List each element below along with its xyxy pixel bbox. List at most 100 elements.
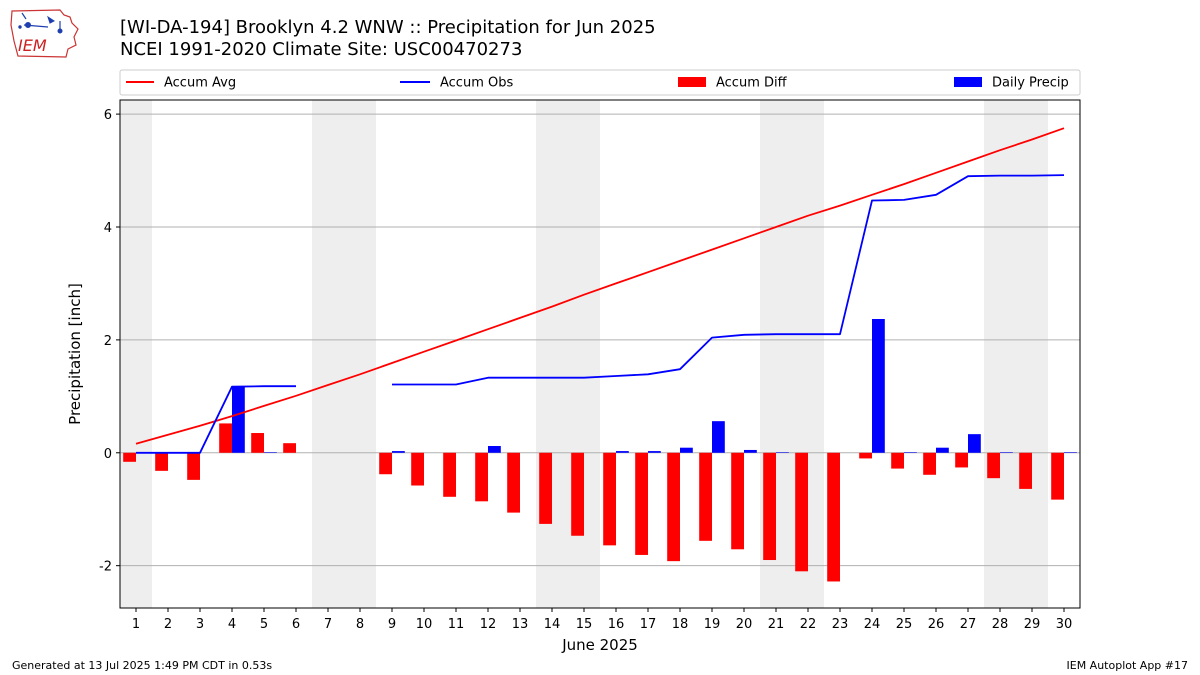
- accum-diff-bar: [987, 452, 1000, 479]
- legend: Accum Avg Accum Obs Accum Diff Daily Pre…: [119, 69, 1081, 96]
- daily-precip-bar: [488, 446, 501, 453]
- x-tick-label: 18: [672, 617, 689, 632]
- y-tick-label: 0: [104, 447, 112, 462]
- accum-diff-bar: [155, 452, 168, 471]
- legend-box: [119, 69, 1081, 96]
- x-tick-label: 4: [228, 617, 236, 632]
- daily-precip-bar: [616, 451, 629, 453]
- app-credit: IEM Autoplot App #17: [1066, 659, 1189, 672]
- weekend-shade: [312, 100, 344, 608]
- daily-precip-bar: [968, 434, 981, 453]
- x-tick-label: 23: [832, 617, 849, 632]
- x-tick-label: 14: [544, 617, 561, 632]
- legend-swatch-daily-precip: [954, 77, 982, 87]
- legend-item-accum-avg: Accum Avg: [126, 76, 236, 91]
- daily-precip-bar: [232, 386, 245, 453]
- weekend-shade: [984, 100, 1016, 608]
- x-tick-label: 22: [800, 617, 817, 632]
- generated-timestamp: Generated at 13 Jul 2025 1:49 PM CDT in …: [12, 659, 273, 672]
- accum-diff-bar: [859, 452, 872, 459]
- accum-diff-bar: [731, 452, 744, 550]
- accum-diff-bar: [635, 452, 648, 555]
- x-tick-label: 16: [608, 617, 625, 632]
- legend-item-accum-diff: Accum Diff: [678, 76, 788, 91]
- accum-diff-bar: [955, 452, 968, 468]
- legend-label-accum-avg: Accum Avg: [164, 76, 236, 91]
- lines: [135, 127, 1065, 454]
- accum-obs-line: [392, 174, 1065, 386]
- x-tick-label: 11: [448, 617, 465, 632]
- daily-precip-bar: [904, 452, 917, 453]
- daily-precip-bar: [392, 451, 405, 453]
- x-tick-label: 1: [132, 617, 140, 632]
- accum-diff-bar: [443, 452, 456, 497]
- accum-diff-bar: [667, 452, 680, 562]
- accum-obs-line: [136, 385, 296, 454]
- iowa-outline-icon: [10, 9, 79, 58]
- iem-logo: IEM: [10, 9, 79, 58]
- y-axis-label: Precipitation [inch]: [66, 283, 84, 425]
- x-tick-label: 10: [416, 617, 433, 632]
- weekend-shade: [344, 100, 376, 608]
- weekend-shade: [1016, 100, 1048, 608]
- daily-precip-bar: [680, 447, 693, 453]
- accum-diff-bar: [507, 452, 520, 513]
- accum-diff-bar: [475, 452, 488, 502]
- legend-swatch-accum-diff: [678, 77, 706, 87]
- accum-diff-bar: [603, 452, 616, 546]
- daily-precip-bar: [776, 452, 789, 453]
- accum-diff-bar: [187, 452, 200, 480]
- legend-label-daily-precip: Daily Precip: [992, 76, 1069, 91]
- x-tick-label: 13: [512, 617, 529, 632]
- weather-instruments-icon: [18, 12, 63, 34]
- gridlines: [120, 113, 1080, 567]
- x-tick-label: 2: [164, 617, 172, 632]
- accum-diff-bar: [827, 452, 840, 582]
- accum-diff-bar: [379, 452, 392, 475]
- legend-label-accum-diff: Accum Diff: [716, 76, 788, 91]
- weekend-shade: [536, 100, 568, 608]
- accum-diff-bar: [699, 452, 712, 541]
- weekend-shade: [120, 100, 152, 608]
- x-tick-label: 9: [388, 617, 396, 632]
- accum-diff-bar: [283, 443, 296, 453]
- daily-precip-bar: [936, 447, 949, 453]
- accum-diff-bar: [763, 452, 776, 561]
- x-tick-label: 28: [992, 617, 1009, 632]
- x-tick-label: 17: [640, 617, 657, 632]
- x-tick-label: 25: [896, 617, 913, 632]
- accum-diff-bar: [923, 452, 936, 475]
- bars: [123, 319, 1077, 582]
- accum-diff-bar: [539, 452, 552, 524]
- accum-diff-bar: [891, 452, 904, 469]
- accum-diff-bar: [795, 452, 808, 572]
- chart-subtitle: NCEI 1991-2020 Climate Site: USC00470273: [120, 39, 523, 60]
- legend-label-accum-obs: Accum Obs: [440, 76, 513, 91]
- x-tick-label: 26: [928, 617, 945, 632]
- x-tick-label: 30: [1056, 617, 1073, 632]
- accum-diff-bar: [251, 433, 264, 453]
- x-tick-label: 8: [356, 617, 364, 632]
- accum-diff-bar: [571, 452, 584, 536]
- daily-precip-bar: [648, 451, 661, 453]
- x-tick-label: 19: [704, 617, 721, 632]
- daily-precip-bar: [1000, 452, 1013, 453]
- y-tick-label: 6: [104, 108, 112, 123]
- x-tick-label: 6: [292, 617, 300, 632]
- logo-text: IEM: [18, 36, 47, 55]
- daily-precip-bar: [1064, 452, 1077, 453]
- x-tick-label: 21: [768, 617, 785, 632]
- legend-item-accum-obs: Accum Obs: [400, 76, 513, 91]
- accum-diff-bar: [219, 423, 232, 453]
- x-tick-label: 3: [196, 617, 204, 632]
- plot-frame: [119, 99, 1081, 609]
- x-tick-label: 27: [960, 617, 977, 632]
- daily-precip-bar: [264, 452, 277, 453]
- accum-diff-bar: [1051, 452, 1064, 500]
- x-tick-label: 7: [324, 617, 332, 632]
- legend-item-daily-precip: Daily Precip: [954, 76, 1069, 91]
- x-tick-label: 24: [864, 617, 881, 632]
- y-tick-label: -2: [99, 560, 112, 575]
